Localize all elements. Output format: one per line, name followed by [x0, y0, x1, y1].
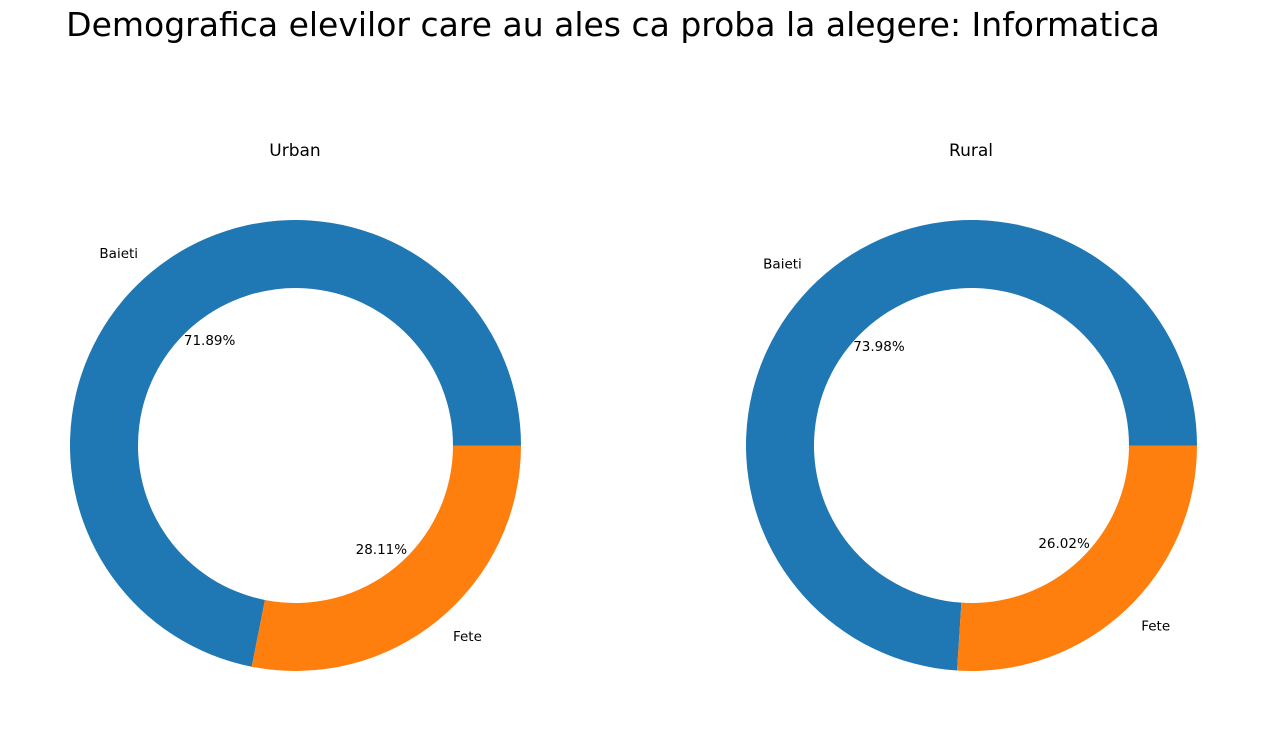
urban-pct-baieti: 71.89%: [184, 333, 236, 349]
urban-wedges: [69, 220, 521, 672]
rural-donut-chart: Rural Baieti 73.98% Fete 26.02%: [745, 141, 1197, 672]
urban-label-baieti: Baieti: [99, 246, 138, 262]
rural-wedge-fete: [957, 445, 1197, 672]
rural-labels: Baieti 73.98% Fete 26.02%: [763, 257, 1170, 635]
rural-wedge-baieti: [745, 220, 1197, 671]
rural-label-baieti: Baieti: [763, 257, 802, 273]
urban-donut-chart: Urban Baieti 71.89% Fete 28.11%: [69, 141, 521, 672]
rural-chart-title: Rural: [949, 141, 993, 161]
rural-label-fete: Fete: [1141, 618, 1170, 634]
rural-pct-baieti: 73.98%: [853, 339, 905, 355]
rural-pct-fete: 26.02%: [1038, 536, 1090, 552]
urban-pct-fete: 28.11%: [356, 542, 408, 558]
urban-labels: Baieti 71.89% Fete 28.11%: [99, 246, 481, 645]
figure-title: Demografica elevilor care au ales ca pro…: [66, 5, 1160, 44]
rural-wedges: [745, 220, 1197, 672]
urban-wedge-fete: [251, 445, 521, 672]
urban-chart-title: Urban: [269, 141, 320, 161]
urban-label-fete: Fete: [453, 629, 482, 645]
urban-wedge-baieti: [69, 220, 521, 667]
